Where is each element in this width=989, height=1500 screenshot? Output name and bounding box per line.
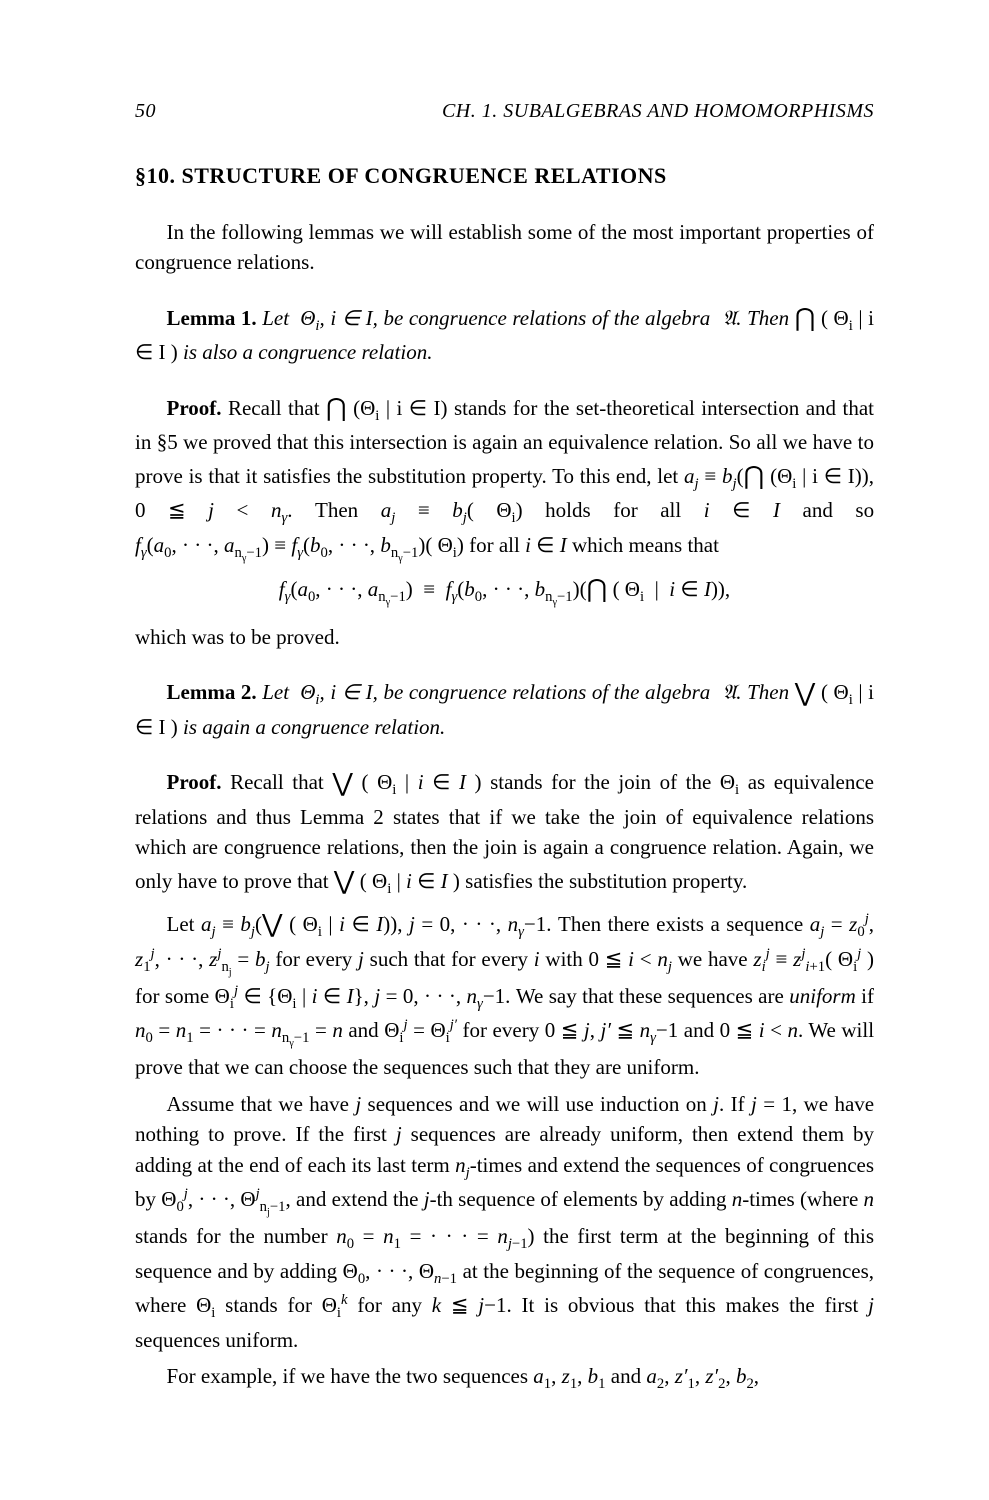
lemma-1-label: Lemma 1.: [167, 306, 257, 330]
page-number: 50: [135, 100, 156, 123]
proof-2-p2: Let aj ≡ bj(⋁ ( Θi | i ∈ I)), j = 0, · ·…: [135, 906, 874, 1083]
proof-2-p3n: for any: [357, 1293, 422, 1317]
proof-2-p3o: It is obvious that this makes the first: [522, 1293, 859, 1317]
proof-2-p2i: if: [861, 984, 874, 1008]
proof-2-p2k: for every: [463, 1018, 540, 1042]
lemma-1-text-c: Then: [747, 306, 789, 330]
proof-2-p3i: -times (where: [742, 1187, 858, 1211]
proof-1-line5: and so: [803, 498, 875, 522]
proof-2-label: Proof.: [167, 770, 222, 794]
proof-2-p3h: -th sequence of elements by adding: [430, 1187, 727, 1211]
lemma-1-text-d: is also a congruence relation.: [183, 340, 432, 364]
proof-2-p3p: sequences uniform.: [135, 1328, 298, 1352]
proof-2-p3b: sequences and we will use induction on: [368, 1092, 707, 1116]
proof-2-p2f: we have: [678, 947, 748, 971]
section-title: §10. STRUCTURE OF CONGRUENCE RELATIONS: [135, 163, 874, 189]
proof-2-p2l: and: [684, 1018, 714, 1042]
lemma-1: Lemma 1. Let Θi, i ∈ I, be congruence re…: [135, 300, 874, 368]
proof-1-line4: holds for all: [545, 498, 681, 522]
proof-1-display: fγ(a0, · · ·, anγ−1) ≡ fγ(b0, · · ·, bnγ…: [135, 573, 874, 608]
proof-1-line1: Recall that: [228, 396, 320, 420]
proof-1-label: Proof.: [167, 396, 222, 420]
proof-2-p3g: and extend the: [296, 1187, 418, 1211]
proof-2-p4: For example, if we have the two sequence…: [135, 1361, 874, 1396]
proof-2-p1: Proof. Recall that ⋁ ( Θi | i ∈ I ) stan…: [135, 764, 874, 900]
proof-2-p2d: such that for every: [370, 947, 528, 971]
proof-1-line3: Then: [315, 498, 358, 522]
chapter-title: CH. 1. SUBALGEBRAS AND HOMOMORPHISMS: [442, 100, 874, 123]
lemma-2: Lemma 2. Let Θi, i ∈ I, be congruence re…: [135, 674, 874, 742]
proof-2-p4b: and: [611, 1364, 641, 1388]
proof-2-p2j: and: [348, 1018, 378, 1042]
proof-2-p2a: Let: [167, 912, 195, 936]
proof-2-p2c: for every: [275, 947, 352, 971]
proof-2-p3c: If: [731, 1092, 745, 1116]
lemma-2-text-d: is again a congruence relation.: [183, 715, 445, 739]
page-header: 50 CH. 1. SUBALGEBRAS AND HOMOMORPHISMS: [135, 100, 874, 123]
proof-2-p2g: for some: [135, 984, 209, 1008]
lemma-2-text-a: Let: [262, 680, 289, 704]
proof-2-uniform: uniform: [789, 984, 856, 1008]
proof-2-p3: Assume that we have j sequences and we w…: [135, 1089, 874, 1355]
proof-2-p1b: stands for the join of the: [490, 770, 711, 794]
proof-2-p1d: satisfies the substitution property.: [465, 869, 747, 893]
proof-2-p4a: For example, if we have the two sequence…: [167, 1364, 529, 1388]
proof-2-p2h: We say that these sequences are: [516, 984, 784, 1008]
proof-2-p1a: Recall that: [230, 770, 324, 794]
intro-paragraph: In the following lemmas we will establis…: [135, 217, 874, 278]
lemma-2-text-c: Then: [747, 680, 789, 704]
page: 50 CH. 1. SUBALGEBRAS AND HOMOMORPHISMS …: [0, 0, 989, 1500]
lemma-2-label: Lemma 2.: [167, 680, 257, 704]
proof-1: Proof. Recall that ⋂ (Θi | i ∈ I) stands…: [135, 390, 874, 567]
lemma-1-text-b: be congruence relations of the algebra: [383, 306, 710, 330]
proof-1-closing: which was to be proved.: [135, 622, 874, 652]
proof-1-line6: for all: [469, 533, 520, 557]
proof-2-p3m: stands for: [225, 1293, 312, 1317]
proof-2-p2e: with: [545, 947, 582, 971]
lemma-1-text-a: Let: [262, 306, 289, 330]
lemma-2-text-b: be congruence relations of the algebra: [383, 680, 710, 704]
proof-1-line7: which means that: [572, 533, 719, 557]
proof-2-p3j: stands for the number: [135, 1224, 328, 1248]
proof-2-p3a: Assume that we have: [167, 1092, 349, 1116]
proof-2-p2b: Then there exists a sequence: [558, 912, 803, 936]
